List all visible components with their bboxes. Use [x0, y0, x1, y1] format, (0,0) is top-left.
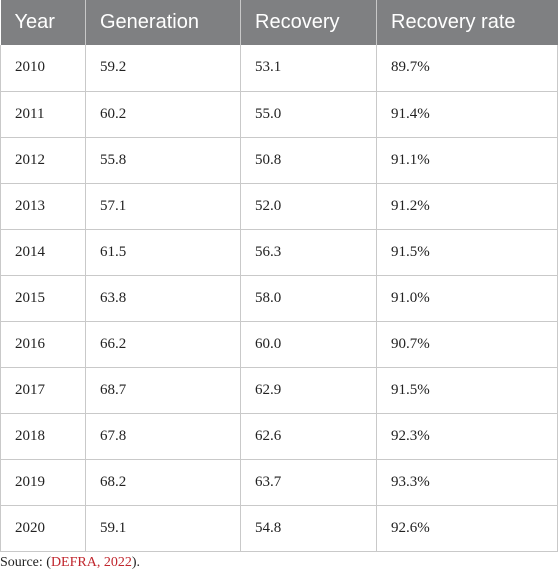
table-row: 2012 55.8 50.8 91.1% — [0, 137, 558, 184]
header-recovery-rate: Recovery rate — [391, 11, 516, 33]
table-row: 2017 68.7 62.9 91.5% — [0, 367, 558, 414]
source-citation-link[interactable]: DEFRA, 2022 — [50, 555, 132, 570]
table-header: Year Generation Recovery Recovery rate — [0, 0, 558, 45]
source-note: Source: (DEFRA, 2022). — [0, 555, 140, 571]
cell-recovery-rate: 93.3% — [376, 459, 558, 506]
cell-recovery-rate: 90.7% — [376, 321, 558, 368]
table-row: 2014 61.5 56.3 91.5% — [0, 229, 558, 276]
data-table: Year Generation Recovery Recovery rate 2… — [0, 0, 558, 552]
cell-recovery-rate: 91.5% — [376, 229, 558, 276]
cell-year: 2010 — [0, 45, 86, 92]
cell-recovery-rate: 91.2% — [376, 183, 558, 230]
cell-recovery: 58.0 — [240, 275, 377, 322]
cell-recovery: 56.3 — [240, 229, 377, 276]
cell-recovery: 63.7 — [240, 459, 377, 506]
cell-year: 2014 — [0, 229, 86, 276]
header-generation: Generation — [85, 0, 241, 45]
cell-generation: 63.8 — [85, 275, 241, 322]
source-suffix: ). — [131, 555, 141, 570]
cell-recovery: 62.9 — [240, 367, 377, 414]
cell-generation: 59.1 — [85, 505, 241, 552]
cell-recovery: 52.0 — [240, 183, 377, 230]
cell-year: 2013 — [0, 183, 86, 230]
table-body: 2010 59.2 53.1 89.7% 2011 60.2 55.0 91.4… — [0, 45, 558, 552]
cell-year: 2016 — [0, 321, 86, 368]
cell-recovery-rate: 91.1% — [376, 137, 558, 184]
source-prefix: Source: ( — [0, 555, 51, 570]
cell-recovery-rate: 92.6% — [376, 505, 558, 552]
cell-generation: 55.8 — [85, 137, 241, 184]
cell-generation: 60.2 — [85, 91, 241, 138]
cell-recovery-rate: 89.7% — [376, 45, 558, 92]
cell-recovery: 55.0 — [240, 91, 377, 138]
table-row: 2016 66.2 60.0 90.7% — [0, 321, 558, 368]
cell-recovery-rate: 91.4% — [376, 91, 558, 138]
cell-generation: 68.7 — [85, 367, 241, 414]
header-year: Year — [0, 0, 86, 45]
cell-generation: 66.2 — [85, 321, 241, 368]
cell-year: 2011 — [0, 91, 86, 138]
cell-recovery: 54.8 — [240, 505, 377, 552]
table-row: 2011 60.2 55.0 91.4% — [0, 91, 558, 138]
cell-year: 2015 — [0, 275, 86, 322]
cell-generation: 61.5 — [85, 229, 241, 276]
cell-generation: 59.2 — [85, 45, 241, 92]
table-row: 2019 68.2 63.7 93.3% — [0, 459, 558, 506]
cell-year: 2019 — [0, 459, 86, 506]
header-recovery: Recovery — [240, 0, 377, 45]
cell-year: 2018 — [0, 413, 86, 460]
table-row: 2013 57.1 52.0 91.2% — [0, 183, 558, 230]
table-row: 2020 59.1 54.8 92.6% — [0, 505, 558, 552]
cell-recovery: 62.6 — [240, 413, 377, 460]
cell-recovery: 50.8 — [240, 137, 377, 184]
cell-recovery-rate: 91.5% — [376, 367, 558, 414]
cell-recovery-rate: 92.3% — [376, 413, 558, 460]
cell-year: 2017 — [0, 367, 86, 414]
header-row: Year Generation Recovery Recovery rate — [0, 0, 558, 45]
cell-recovery: 53.1 — [240, 45, 377, 92]
cell-generation: 68.2 — [85, 459, 241, 506]
cell-recovery: 60.0 — [240, 321, 377, 368]
cell-year: 2020 — [0, 505, 86, 552]
table-row: 2010 59.2 53.1 89.7% — [0, 45, 558, 92]
cell-recovery-rate: 91.0% — [376, 275, 558, 322]
table-row: 2015 63.8 58.0 91.0% — [0, 275, 558, 322]
table-row: 2018 67.8 62.6 92.3% — [0, 413, 558, 460]
cell-generation: 67.8 — [85, 413, 241, 460]
cell-year: 2012 — [0, 137, 86, 184]
cell-generation: 57.1 — [85, 183, 241, 230]
